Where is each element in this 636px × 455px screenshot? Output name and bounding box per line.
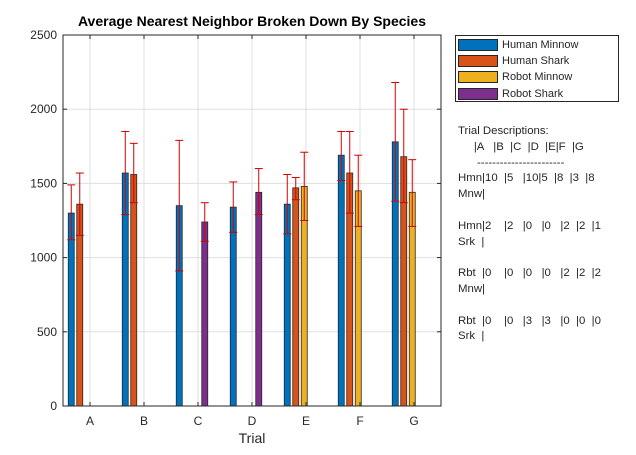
y-tick-label: 500 [37,325,57,339]
legend-item: Robot Shark [458,86,616,102]
legend-item: Human Shark [458,53,616,69]
y-tick-label: 1000 [30,251,57,265]
trial-row-line: Rbt |0 |0 |3 |3 |0 |0 |0 [458,314,601,327]
bar [201,221,209,407]
legend-label: Human Minnow [502,39,579,52]
x-tick-label: E [302,414,310,428]
legend: Human Minnow Human Shark Robot Minnow Robot… [455,35,619,102]
x-tick-label: G [409,414,418,428]
x-tick-label: B [140,414,148,428]
legend-item: Robot Minnow [458,69,616,85]
x-tick-label: A [86,414,94,428]
y-tick-label: 2000 [30,102,57,116]
x-tick-label: C [194,414,203,428]
x-tick-label: F [356,414,363,428]
bar [292,187,300,407]
error-bars [67,81,417,272]
y-tick-label: 1500 [30,176,57,190]
trial-descriptions-header: |A |B |C |D |E|F |G [458,140,584,153]
legend-label: Robot Shark [502,87,564,100]
legend-item: Human Minnow [458,37,616,53]
legend-swatch [458,87,498,100]
x-tick-label: D [248,414,257,428]
y-tick-label: 0 [50,399,57,413]
bar [67,212,75,407]
trial-row-line: Mnw| [458,282,486,295]
legend-swatch [458,55,498,68]
trial-row-line: Srk | [458,235,485,248]
legend-swatch [458,39,498,52]
y-tick-label: 2500 [30,28,57,42]
trial-descriptions: Trial Descriptions: |A |B |C |D |E|F |G … [458,124,628,345]
x-axis-label: Trial [239,430,266,446]
bar [130,174,138,407]
legend-label: Human Shark [502,55,570,68]
x-axis: A B C D E F G [86,35,419,428]
trial-row-line: Mnw| [458,188,486,201]
bar [255,191,263,407]
bar [229,206,237,407]
legend-label: Robot Minnow [502,71,573,84]
trial-row-line: Srk | [458,330,485,343]
trial-descriptions-rule: ----------------------- [458,156,565,169]
trial-row-line: Hmn|2 |2 |0 |0 |2 |2 |1 [458,219,601,232]
trial-row-line: Rbt |0 |0 |0 |0 |2 |2 |2 [458,267,601,280]
trial-row-line: Hmn|10 |5 |10|5 |8 |3 |8 [458,172,595,185]
bar [337,154,345,407]
chart-title: Average Nearest Neighbor Broken Down By … [78,13,426,29]
bar [283,203,291,407]
trial-descriptions-title: Trial Descriptions: [458,125,549,137]
y-axis: 0 500 1000 1500 2000 2500 [30,28,441,413]
legend-swatch [458,71,498,84]
